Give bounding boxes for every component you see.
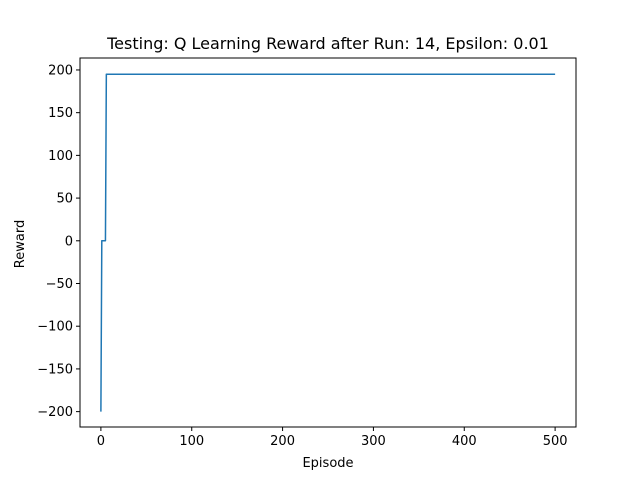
series-line-0 [100,73,556,412]
y-tick-label: 200 [48,63,73,78]
x-tick-label: 500 [543,434,568,449]
y-tick-label: −50 [46,277,73,292]
y-tick-label: −200 [37,405,73,420]
series-layer [100,73,556,412]
y-axis-label: Reward [13,220,28,268]
x-tick-label: 400 [452,434,477,449]
y-tick-label: 150 [48,106,73,121]
plot-frame [79,57,577,428]
x-axis-label: Episode [302,456,353,471]
chart-title: Testing: Q Learning Reward after Run: 14… [106,34,549,53]
x-tick-label: 0 [97,434,105,449]
y-tick-label: 100 [48,149,73,164]
y-tick-label: 0 [65,234,73,249]
y-tick-label: 50 [56,192,73,207]
x-tick-label: 200 [270,434,295,449]
x-tick-label: 300 [361,434,386,449]
x-tick-label: 100 [179,434,204,449]
ticks-layer: 0 100 200 300 400 500200150100500−50−100−150−… [37,63,567,449]
y-tick-label: −150 [37,362,73,377]
y-tick-label: −100 [37,320,73,335]
